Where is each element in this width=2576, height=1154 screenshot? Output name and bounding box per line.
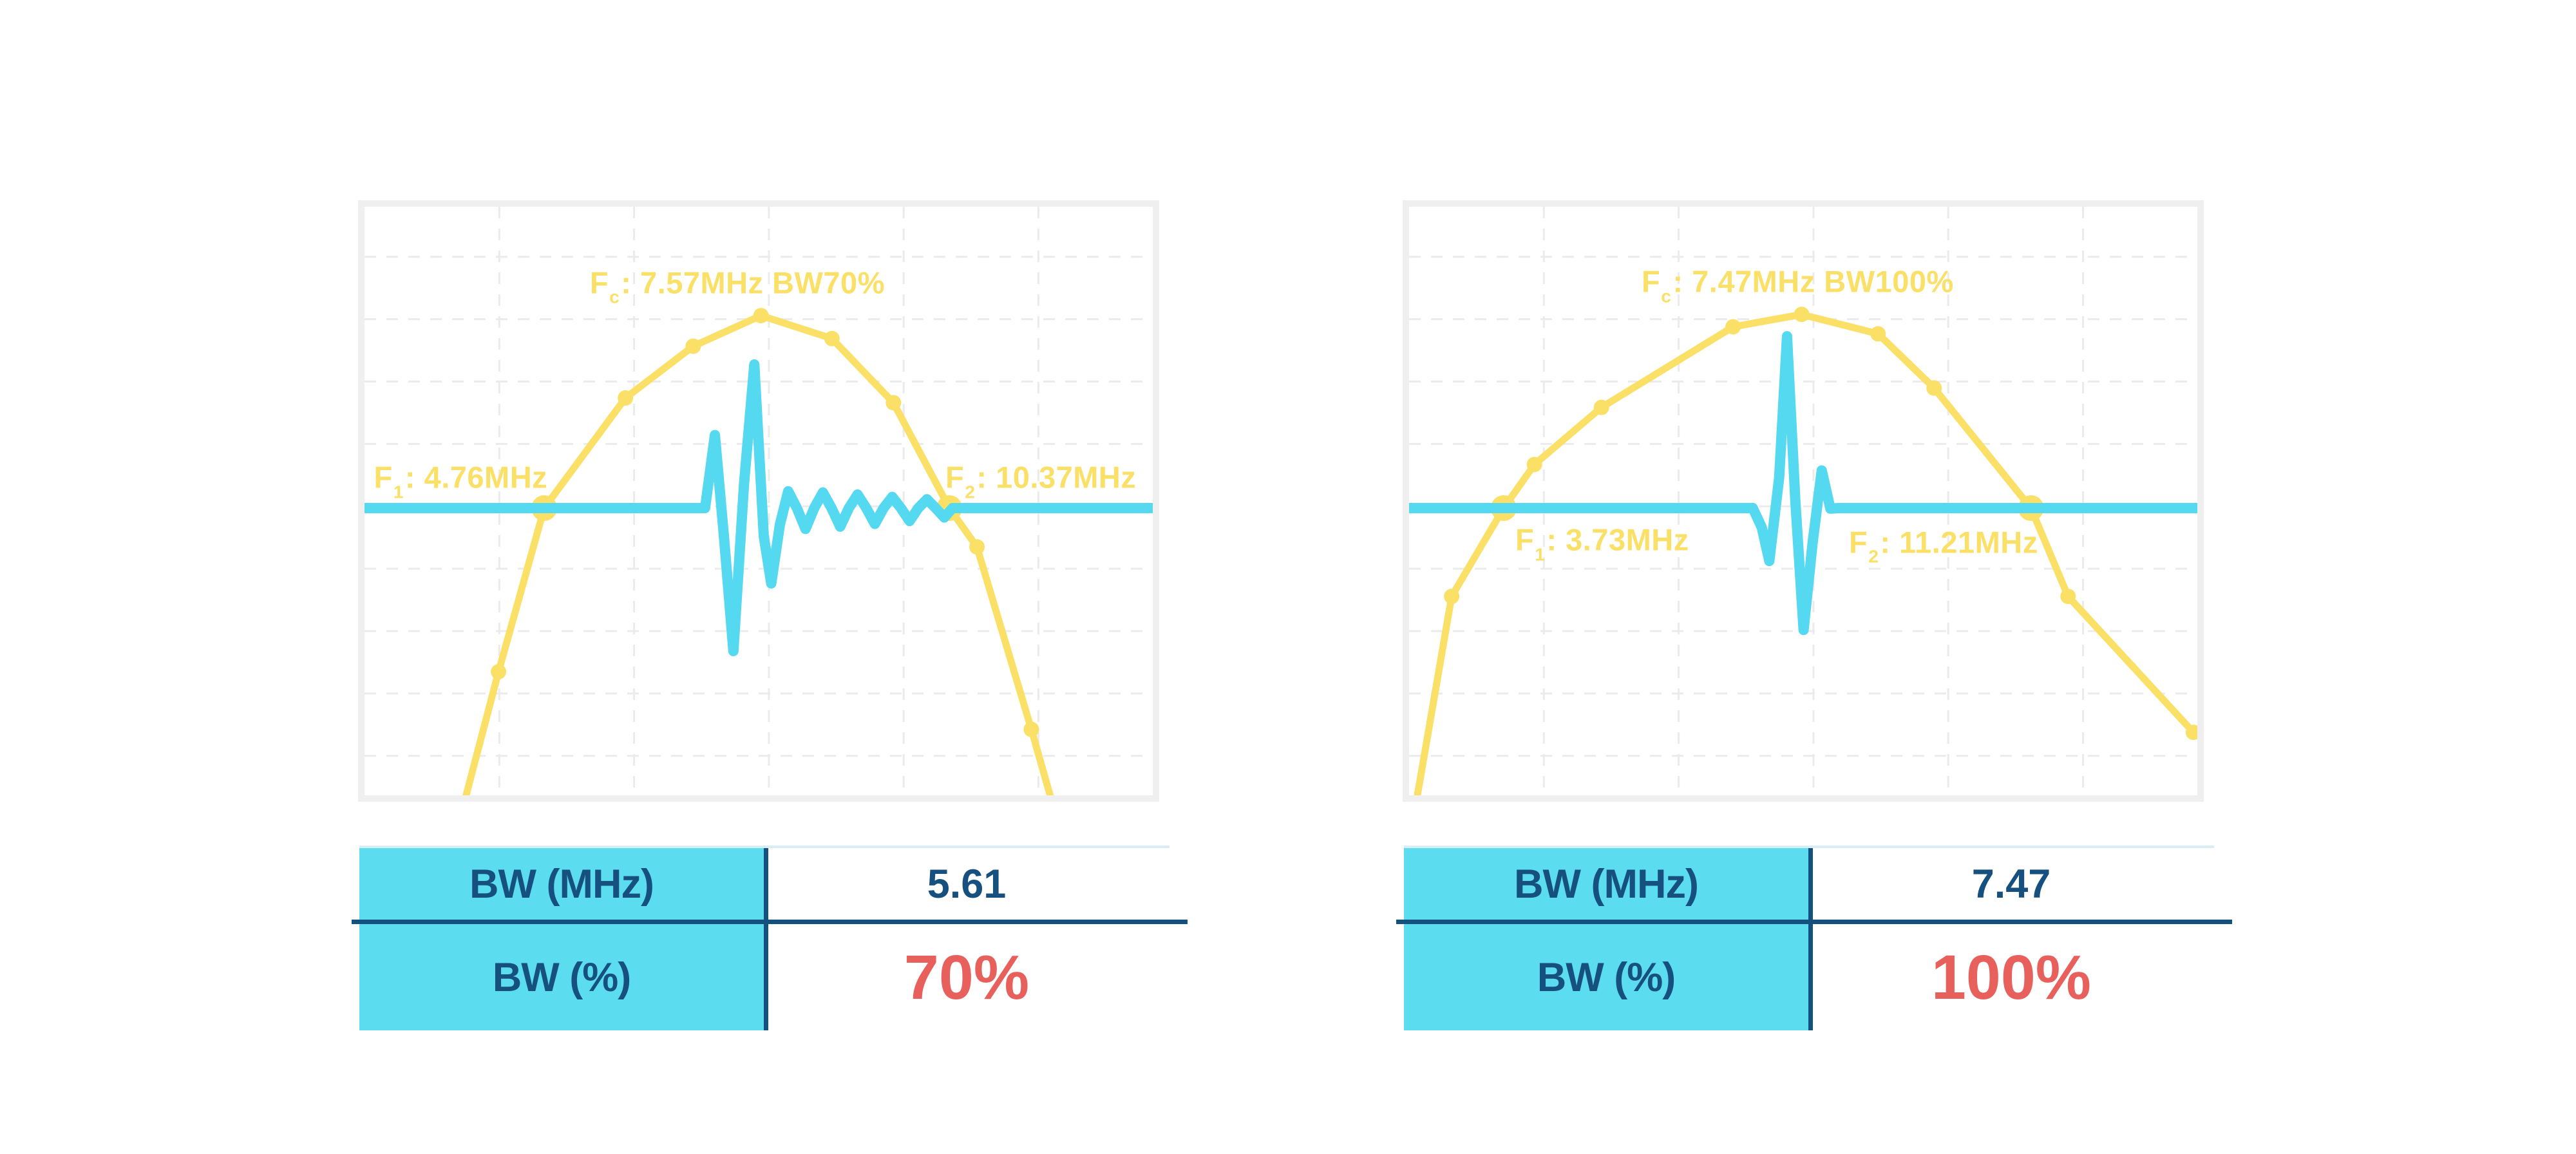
f2-value-text: : 11.21MHz	[1880, 525, 2038, 560]
table-column-divider	[764, 848, 768, 1030]
table-row-divider	[352, 920, 1188, 924]
panel-bw70: Fc: 7.57MHz BW70% F1: 4.76MHz F2: 10.37M…	[352, 0, 1188, 1154]
bw-percent-label-cell: BW (%)	[1404, 924, 1808, 1030]
bw-mhz-label-cell: BW (MHz)	[359, 848, 764, 920]
fc-symbol: F	[1642, 264, 1661, 299]
fc-value-text: : 7.47MHz BW100%	[1672, 264, 1954, 299]
table-row-bw-percent: BW (%) 100%	[1404, 924, 2214, 1030]
table-row-bw-percent: BW (%) 70%	[359, 924, 1170, 1030]
f2-symbol: F	[945, 460, 965, 495]
bw-mhz-label-cell: BW (MHz)	[1404, 848, 1808, 920]
fc-subscript: c	[609, 286, 620, 307]
fc-subscript: c	[1661, 285, 1672, 307]
f2-subscript: 2	[1868, 545, 1879, 567]
table-top-line	[1404, 846, 2214, 848]
fc-value-text: : 7.57MHz BW70%	[621, 265, 885, 300]
table-top-line	[359, 846, 1170, 848]
f1-annotation: F1: 3.73MHz	[1515, 522, 1689, 563]
bw-percent-value-cell: 70%	[764, 924, 1170, 1030]
panel-bw100: Fc: 7.47MHz BW100% F1: 3.73MHz F2: 11.21…	[1396, 0, 2232, 1154]
spectrum-plot-bw100	[1409, 207, 2197, 795]
f1-subscript: 1	[393, 481, 404, 502]
table-row-divider	[1396, 920, 2232, 924]
bw-percent-label-cell: BW (%)	[359, 924, 764, 1030]
f1-value-text: : 4.76MHz	[404, 460, 548, 495]
table-row-bw-mhz: BW (MHz) 7.47	[1404, 848, 2214, 920]
spectrum-plot-bw70	[365, 207, 1153, 795]
f1-value-text: : 3.73MHz	[1546, 522, 1689, 557]
f2-subscript: 2	[965, 481, 976, 502]
bw-mhz-value-cell: 5.61	[764, 848, 1170, 920]
fc-annotation: Fc: 7.47MHz BW100%	[1642, 264, 1954, 305]
f1-subscript: 1	[1535, 544, 1546, 565]
table-column-divider	[1808, 848, 1813, 1030]
fc-annotation: Fc: 7.57MHz BW70%	[589, 265, 885, 306]
bw-percent-value-cell: 100%	[1808, 924, 2214, 1030]
chart-frame-bw70: Fc: 7.57MHz BW70% F1: 4.76MHz F2: 10.37M…	[358, 200, 1159, 802]
f1-symbol: F	[374, 460, 393, 495]
bw-table: BW (MHz) 5.61 BW (%) 70%	[352, 846, 1188, 1030]
f2-annotation: F2: 10.37MHz	[945, 460, 1137, 501]
f2-annotation: F2: 11.21MHz	[1848, 524, 2038, 565]
f1-annotation: F1: 4.76MHz	[374, 460, 548, 501]
bw-table: BW (MHz) 7.47 BW (%) 100%	[1396, 846, 2232, 1030]
chart-frame-bw100: Fc: 7.47MHz BW100% F1: 3.73MHz F2: 11.21…	[1403, 200, 2204, 802]
f1-symbol: F	[1515, 522, 1535, 557]
f2-symbol: F	[1848, 525, 1868, 560]
bw-mhz-value-cell: 7.47	[1808, 848, 2214, 920]
f2-value-text: : 10.37MHz	[976, 460, 1137, 495]
fc-symbol: F	[589, 265, 609, 300]
table-row-bw-mhz: BW (MHz) 5.61	[359, 848, 1170, 920]
